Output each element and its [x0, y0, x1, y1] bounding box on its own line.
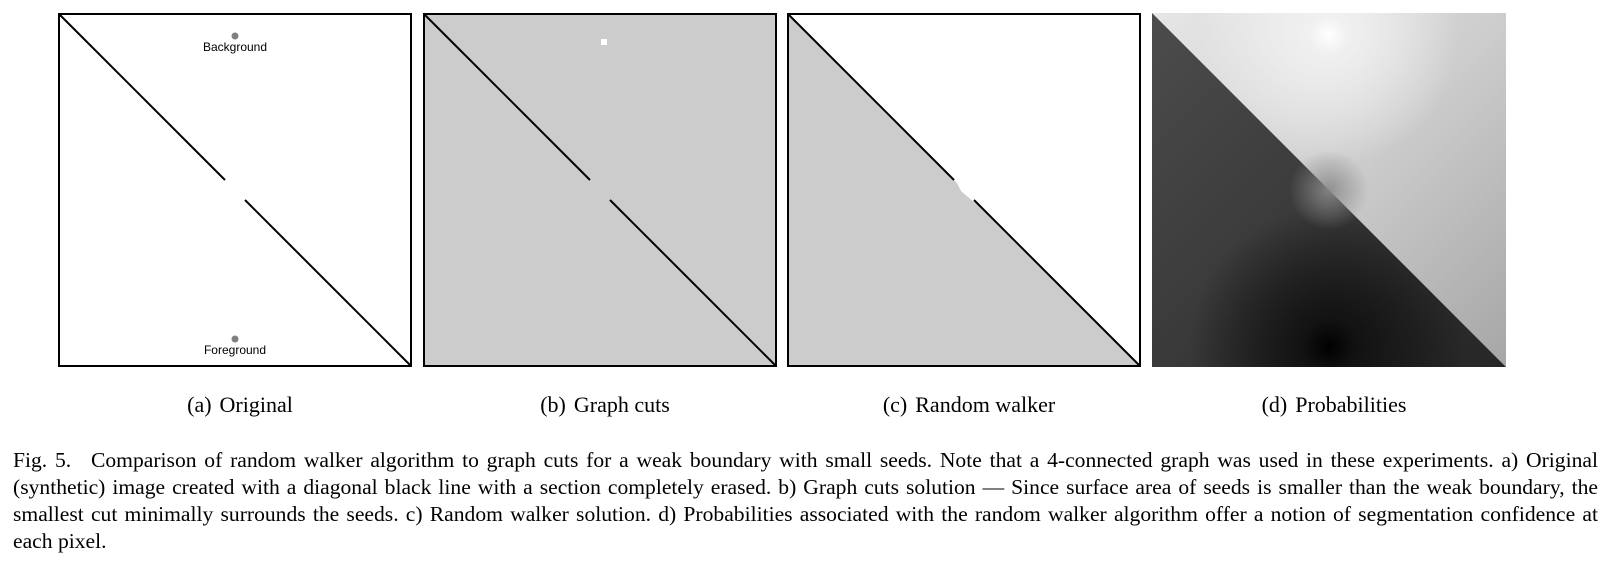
subcaption-b-title: Graph cuts [573, 392, 670, 417]
background-seed-label: Background [203, 40, 267, 54]
diagonal-line-lower [973, 199, 1141, 367]
subcaption-c: (c) Random walker [787, 392, 1151, 418]
diagonal-line-lower [609, 199, 777, 367]
diagonal-line-upper [787, 13, 955, 181]
subcaption-d: (d) Probabilities [1152, 392, 1516, 418]
diagonal-line-upper [423, 13, 591, 181]
panel-random-walker [787, 13, 1151, 377]
figure-caption: Fig. 5. Comparison of random walker algo… [13, 447, 1598, 555]
diagonal-line-upper [58, 13, 226, 181]
figure-caption-text: Comparison of random walker algorithm to… [13, 448, 1598, 553]
subcaption-d-title: Probabilities [1295, 392, 1407, 417]
foreground-seed [231, 335, 239, 343]
subcaption-c-label: (c) [882, 392, 908, 417]
random-walker-frame [787, 13, 1141, 367]
probabilities-image [1152, 13, 1506, 367]
random-walker-image [787, 13, 1141, 367]
diagonal-line-lower [244, 199, 412, 367]
panel-original: Background Foreground [58, 13, 422, 377]
subcaption-c-title: Random walker [915, 392, 1056, 417]
panel-graph-cuts [423, 13, 787, 377]
background-seed [231, 32, 239, 40]
panel-probabilities [1152, 13, 1516, 377]
weak-boundary-blend [1152, 13, 1506, 367]
subcaption-d-label: (d) [1261, 392, 1288, 417]
background-seed-region [601, 39, 607, 45]
graph-cuts-image [423, 13, 777, 367]
figure-number: Fig. 5. [13, 448, 72, 472]
subcaption-b: (b) Graph cuts [423, 392, 787, 418]
subcaption-b-label: (b) [540, 392, 566, 417]
boundary-gap-region [955, 179, 975, 203]
subcaption-a: (a) Original [58, 392, 422, 418]
subcaption-a-label: (a) [187, 392, 212, 417]
foreground-seed-label: Foreground [204, 343, 266, 357]
subcaption-a-title: Original [219, 392, 293, 417]
original-image: Background Foreground [58, 13, 412, 367]
